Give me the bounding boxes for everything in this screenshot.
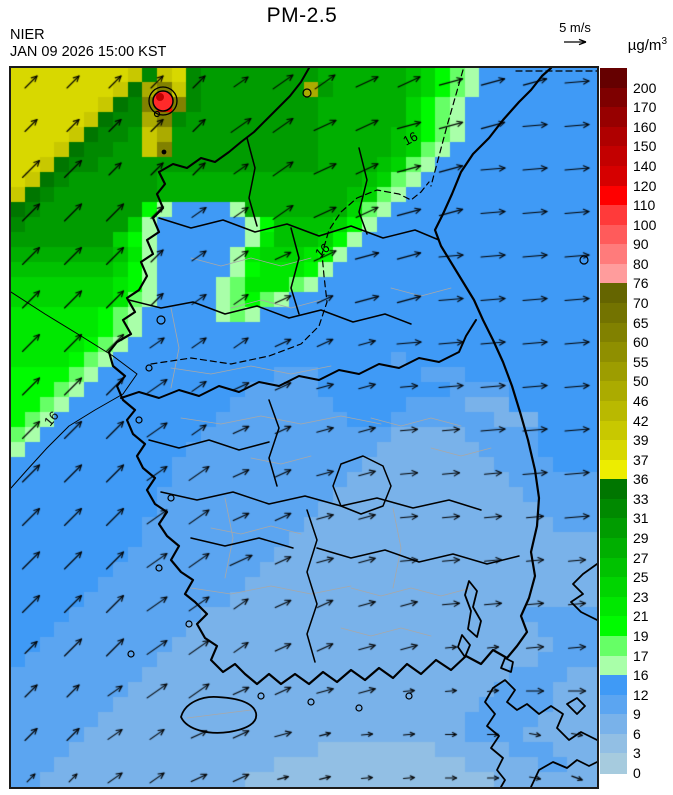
- colorbar-cell: [600, 440, 627, 461]
- wind-vectors-canvas: [11, 68, 597, 787]
- colorbar-cell: [600, 342, 627, 363]
- colorbar-cell: [600, 244, 627, 265]
- colorbar-cell: [600, 283, 627, 304]
- colorbar-tick-label: 150: [633, 138, 657, 155]
- colorbar-tick-label: 36: [633, 471, 649, 488]
- colorbar-cell: [600, 714, 627, 735]
- colorbar-tick-label: 65: [633, 314, 649, 331]
- colorbar-tick-label: 39: [633, 432, 649, 449]
- colorbar-cell: [600, 733, 627, 754]
- colorbar-cell: [600, 420, 627, 441]
- colorbar-cell: [600, 655, 627, 676]
- colorbar-cell: [600, 753, 627, 774]
- colorbar-tick-label: 27: [633, 549, 649, 566]
- wind-scale-label: 5 m/s: [559, 20, 591, 35]
- colorbar-tick-label: 42: [633, 412, 649, 429]
- colorbar-tick-label: 60: [633, 334, 649, 351]
- colorbar-tick-label: 3: [633, 745, 641, 762]
- colorbar-tick-label: 76: [633, 275, 649, 292]
- colorbar-cell: [600, 557, 627, 578]
- page-title: PM-2.5: [266, 4, 338, 27]
- colorbar-cell: [600, 577, 627, 598]
- colorbar-tick-label: 25: [633, 569, 649, 586]
- colorbar-tick-label: 29: [633, 530, 649, 546]
- colorbar-cell: [600, 322, 627, 343]
- colorbar-tick-label: 200: [633, 79, 657, 96]
- colorbar-tick-label: 80: [633, 255, 649, 272]
- colorbar-tick-label: 120: [633, 177, 657, 194]
- colorbar-cell: [600, 68, 627, 89]
- colorbar-cell: [600, 205, 627, 226]
- colorbar-tick-label: 23: [633, 588, 649, 605]
- colorbar-tick-label: 37: [633, 451, 649, 468]
- forecast-datetime: JAN 09 2026 15:00 KST: [10, 44, 167, 60]
- unit-exponent: 3: [661, 36, 667, 47]
- colorbar-tick-label: 31: [633, 510, 649, 527]
- colorbar-tick-label: 6: [633, 725, 641, 742]
- colorbar-tick-label: 100: [633, 216, 657, 233]
- unit-prefix: µg/m: [627, 37, 662, 54]
- colorbar-cell: [600, 224, 627, 245]
- colorbar-cell: [600, 538, 627, 559]
- colorbar-tick-label: 140: [633, 157, 657, 174]
- colorbar-cell: [600, 87, 627, 108]
- colorbar-tick-label: 90: [633, 236, 649, 253]
- colorbar-tick-label: 33: [633, 490, 649, 507]
- wind-scale-arrow-icon: [564, 38, 587, 46]
- colorbar-tick-label: 46: [633, 392, 649, 409]
- colorbar-cell: [600, 616, 627, 637]
- colorbar-cell: [600, 596, 627, 617]
- colorbar-tick-label: 55: [633, 353, 649, 370]
- colorbar: [600, 68, 627, 774]
- colorbar-tick-label: 50: [633, 373, 649, 390]
- colorbar-tick-label: 12: [633, 686, 649, 703]
- colorbar-tick-label: 17: [633, 647, 649, 664]
- colorbar-tick-label: 110: [633, 197, 656, 214]
- colorbar-cell: [600, 185, 627, 206]
- unit-label: µg/m3: [601, 36, 667, 54]
- colorbar-cell: [600, 459, 627, 480]
- colorbar-tick-label: 160: [633, 118, 657, 135]
- colorbar-cell: [600, 498, 627, 519]
- colorbar-cell: [600, 381, 627, 402]
- pm25-concentration-map: 16 16 16: [9, 66, 599, 789]
- colorbar-cell: [600, 361, 627, 382]
- colorbar-tick-label: 170: [633, 99, 657, 116]
- colorbar-cell: [600, 165, 627, 187]
- colorbar-cell: [600, 107, 627, 128]
- colorbar-tick-label: 9: [633, 706, 641, 723]
- colorbar-tick-labels: 200 170 160 150 140 120 110 100 90 80 76 70 65 60 55 50…: [633, 68, 673, 781]
- colorbar-cell: [600, 675, 627, 696]
- colorbar-cell: [600, 303, 627, 324]
- colorbar-cell: [600, 146, 627, 167]
- colorbar-cell: [600, 400, 627, 422]
- colorbar-tick-label: 16: [633, 667, 649, 684]
- colorbar-cell: [600, 263, 627, 284]
- colorbar-tick-label: 21: [633, 608, 649, 625]
- colorbar-tick-label: 70: [633, 295, 649, 311]
- colorbar-cell: [600, 518, 627, 539]
- colorbar-cell: [600, 479, 627, 500]
- colorbar-cell: [600, 126, 627, 147]
- colorbar-tick-label: 19: [633, 627, 649, 644]
- colorbar-cell: [600, 635, 627, 657]
- colorbar-cell: [600, 694, 627, 715]
- colorbar-tick-label: 0: [633, 765, 641, 781]
- agency-label: NIER: [10, 27, 45, 43]
